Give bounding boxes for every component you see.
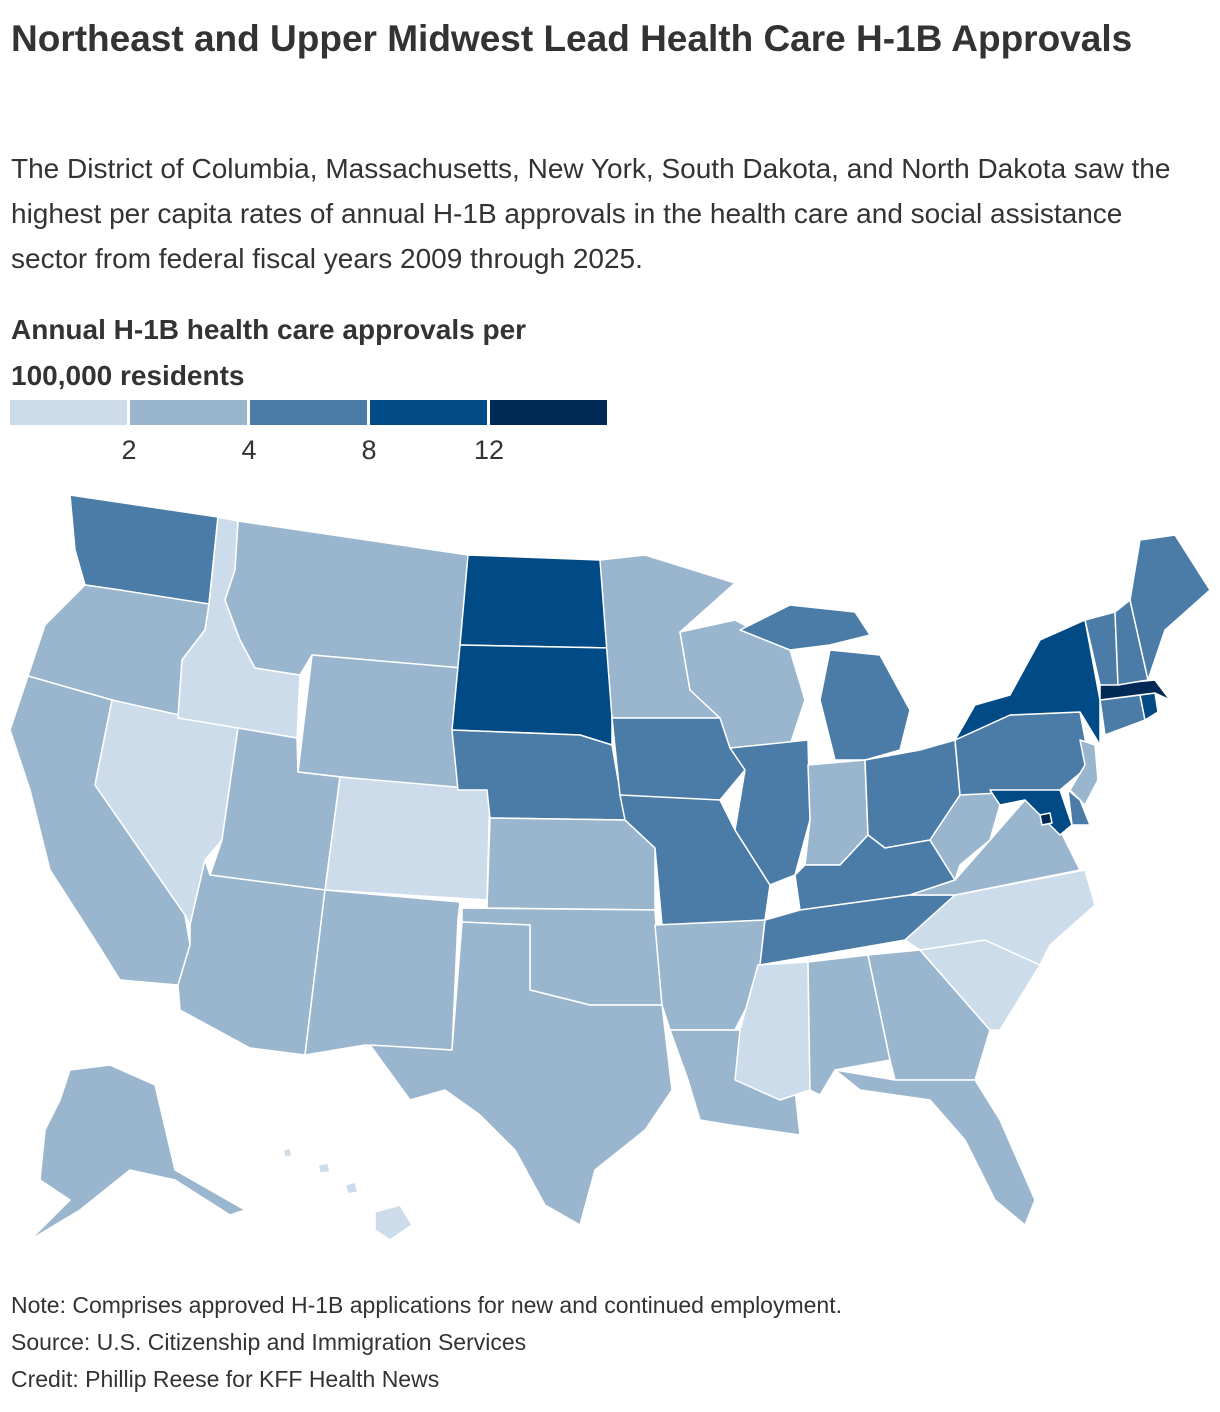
state-alaska[interactable] [29, 1064, 246, 1241]
legend-tick-8: 8 [361, 435, 377, 465]
state-florida[interactable] [834, 1069, 1036, 1226]
legend-tick-4: 4 [241, 435, 257, 465]
state-new-jersey[interactable] [1069, 739, 1099, 806]
legend-swatch-4 [490, 400, 607, 425]
legend-ticks: 2 4 8 12 [0, 432, 700, 468]
state-kansas[interactable] [486, 817, 656, 911]
source-text: Source: U.S. Citizenship and Immigration… [11, 1329, 527, 1355]
us-choropleth-map [9, 494, 1211, 1241]
state-maine[interactable] [1129, 534, 1211, 681]
legend-swatch-1 [130, 400, 247, 425]
state-wyoming[interactable] [297, 654, 463, 791]
state-colorado[interactable] [324, 776, 491, 901]
state-south-dakota[interactable] [451, 644, 613, 746]
credit-text: Credit: Phillip Reese for KFF Health New… [11, 1366, 440, 1392]
legend-swatch-3 [370, 400, 487, 425]
state-district-of-columbia[interactable] [1039, 812, 1053, 826]
legend-tick-2: 2 [121, 435, 137, 465]
chart-title: Northeast and Upper Midwest Lead Health … [11, 18, 1133, 59]
state-arizona[interactable] [177, 859, 326, 1056]
footnotes: Note: Comprises approved H-1B applicatio… [11, 1287, 1201, 1398]
state-new-york[interactable] [954, 619, 1101, 746]
legend-color-scale [10, 400, 607, 425]
note-text: Note: Comprises approved H-1B applicatio… [11, 1292, 842, 1318]
state-michigan[interactable] [739, 604, 911, 761]
state-texas[interactable] [369, 921, 673, 1226]
state-connecticut[interactable] [1099, 694, 1146, 736]
state-new-mexico[interactable] [304, 889, 461, 1056]
state-hawaii[interactable] [282, 1147, 413, 1241]
legend-swatch-0 [10, 400, 127, 425]
legend-tick-12: 12 [473, 435, 505, 465]
state-montana[interactable] [224, 520, 469, 676]
legend-swatch-2 [250, 400, 367, 425]
state-delaware[interactable] [1067, 789, 1091, 826]
state-north-carolina[interactable] [904, 869, 1096, 966]
legend-title: Annual H-1B health care approvals per 10… [11, 314, 527, 391]
state-illinois[interactable] [729, 739, 811, 886]
chart-subtitle: The District of Columbia, Massachusetts,… [11, 153, 1171, 274]
state-north-dakota[interactable] [459, 554, 613, 649]
